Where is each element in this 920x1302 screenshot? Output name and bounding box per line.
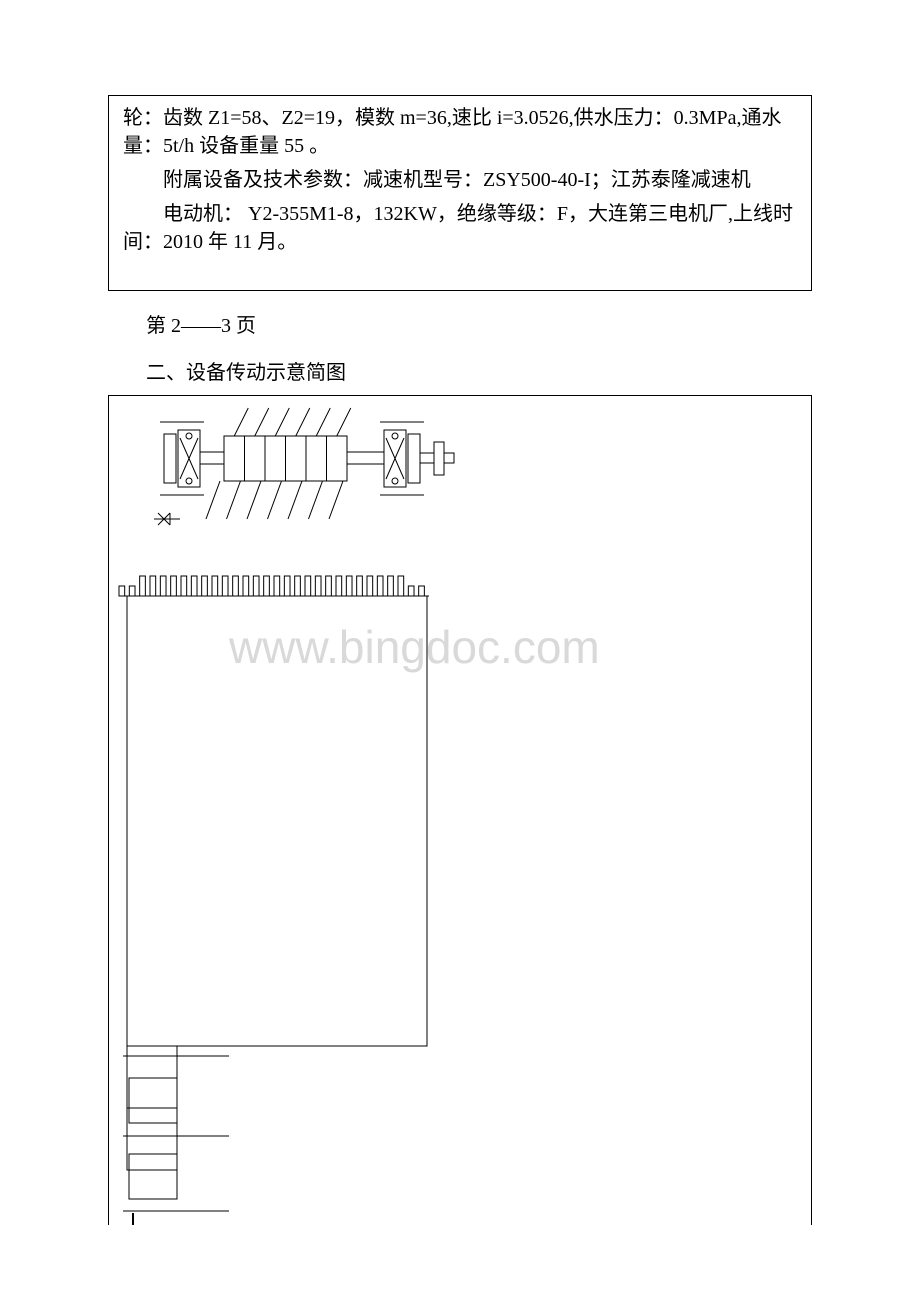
param-line-3: 电动机： Y2-355M1-8，132KW，绝缘等级：F，大连第三电机厂,上线时… bbox=[123, 200, 797, 256]
diagram-container: www.bingdoc.com bbox=[108, 395, 812, 1225]
param-line-2: 附属设备及技术参数：减速机型号：ZSY500-40-I；江苏泰隆减速机 bbox=[123, 166, 797, 194]
section-title: 二、设备传动示意简图 bbox=[146, 356, 812, 385]
parameters-text-box: 轮：齿数 Z1=58、Z2=19，模数 m=36,速比 i=3.0526,供水压… bbox=[108, 95, 812, 291]
param-line-1: 轮：齿数 Z1=58、Z2=19，模数 m=36,速比 i=3.0526,供水压… bbox=[123, 104, 797, 160]
page-number-label: 第 2——3 页 bbox=[146, 309, 812, 338]
transmission-diagram bbox=[109, 396, 809, 1225]
